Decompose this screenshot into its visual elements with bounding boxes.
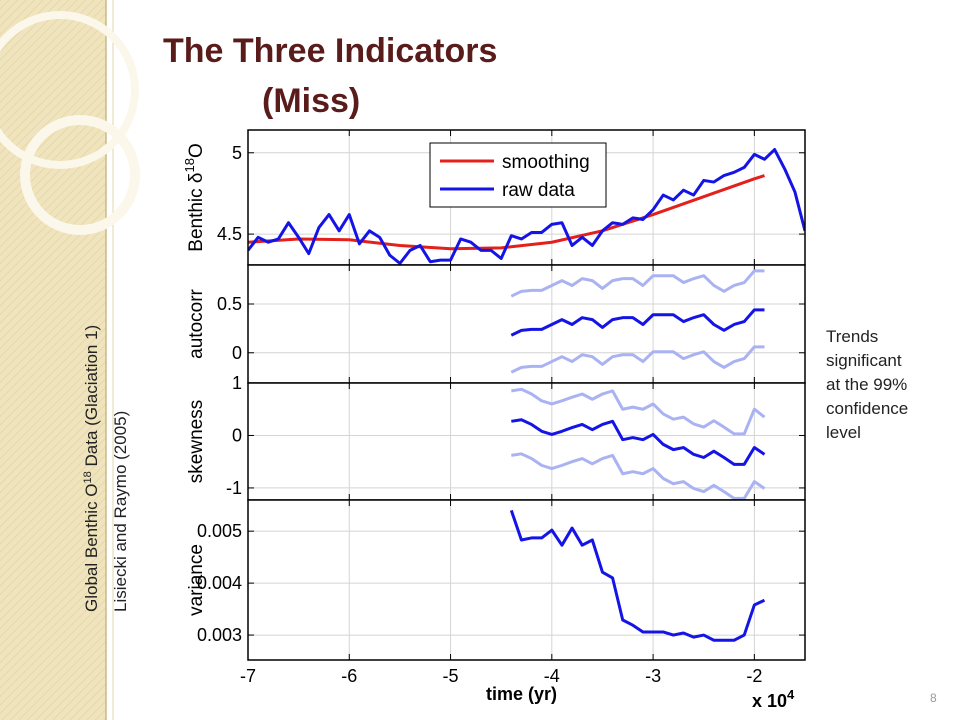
note-line: confidence <box>826 399 908 418</box>
deco-circle <box>20 115 140 235</box>
page-number: 8 <box>930 691 937 705</box>
y-tick-label: 0.004 <box>197 573 242 593</box>
y-axis-label: skewness <box>186 400 207 483</box>
data-line <box>511 418 766 466</box>
data-line <box>511 387 766 436</box>
y-tick-label: 0.005 <box>197 521 242 541</box>
x-multiplier-exp: 4 <box>787 687 795 702</box>
source-line: Lisiecki and Raymo (2005) <box>111 411 130 612</box>
y-axis-label: variance <box>186 544 207 616</box>
y-tick-label: 0 <box>232 425 242 445</box>
y-label-part: Benthic δ <box>186 173 207 252</box>
y-label-part: O <box>186 143 207 158</box>
data-line <box>511 452 766 500</box>
slide-title: The Three Indicators <box>163 32 497 70</box>
data-line <box>510 269 765 298</box>
data-line <box>248 148 805 265</box>
x-axis-label: time (yr) <box>486 684 557 704</box>
panel: -7 -6 -5 -4 -3 -2 0.003 0.004 0.005 variance time … <box>186 499 806 711</box>
slide-subtitle: (Miss) <box>262 82 360 120</box>
plot-area <box>248 500 805 660</box>
source-line: Global Benthic O18 Data (Glaciation 1) <box>82 325 101 612</box>
source-text: Data (Glaciation 1) <box>82 325 101 471</box>
y-axis-label: Benthic δ18O <box>182 143 207 251</box>
note-line: significant <box>826 351 902 370</box>
note-line: Trends <box>826 327 878 346</box>
x-multiplier-base: x 10 <box>752 691 787 711</box>
source-sup: 18 <box>82 471 94 483</box>
x-tick-label: -5 <box>443 666 459 686</box>
data-line <box>510 345 765 374</box>
deco-circle <box>0 11 139 169</box>
y-axis-label: autocorr <box>186 288 207 358</box>
panel: -1 0 1 skewness <box>186 373 806 501</box>
legend-label: raw data <box>502 180 575 201</box>
note-line: level <box>826 423 861 442</box>
data-line <box>248 174 765 251</box>
y-tick-label: 0.003 <box>197 625 242 645</box>
x-tick-label: -2 <box>746 666 762 686</box>
x-tick-label: -3 <box>645 666 661 686</box>
note-line: at the 99% <box>826 375 907 394</box>
y-tick-label: -1 <box>226 478 242 498</box>
y-label-sup: 18 <box>182 158 197 172</box>
x-multiplier: x 104 <box>752 687 795 711</box>
plot-frame <box>247 499 806 661</box>
plot-area <box>248 383 805 500</box>
data-line <box>510 308 765 337</box>
panel: 0 0.5 autocorr <box>186 264 806 384</box>
y-tick-label: 0.5 <box>217 294 242 314</box>
y-tick-label: 1 <box>232 373 242 393</box>
x-tick-label: -7 <box>240 666 256 686</box>
y-tick-label: 0 <box>232 343 242 363</box>
y-tick-label: 5 <box>232 143 242 163</box>
data-line <box>509 509 766 642</box>
note: Trends significant at the 99% confidence lev… <box>826 327 908 442</box>
x-tick-label: -4 <box>544 666 560 686</box>
legend-box <box>429 142 607 208</box>
source-text: Global Benthic O <box>82 483 101 612</box>
legend-label: smoothing <box>502 152 590 173</box>
y-tick-label: 4.5 <box>217 224 242 244</box>
x-tick-label: -6 <box>341 666 357 686</box>
